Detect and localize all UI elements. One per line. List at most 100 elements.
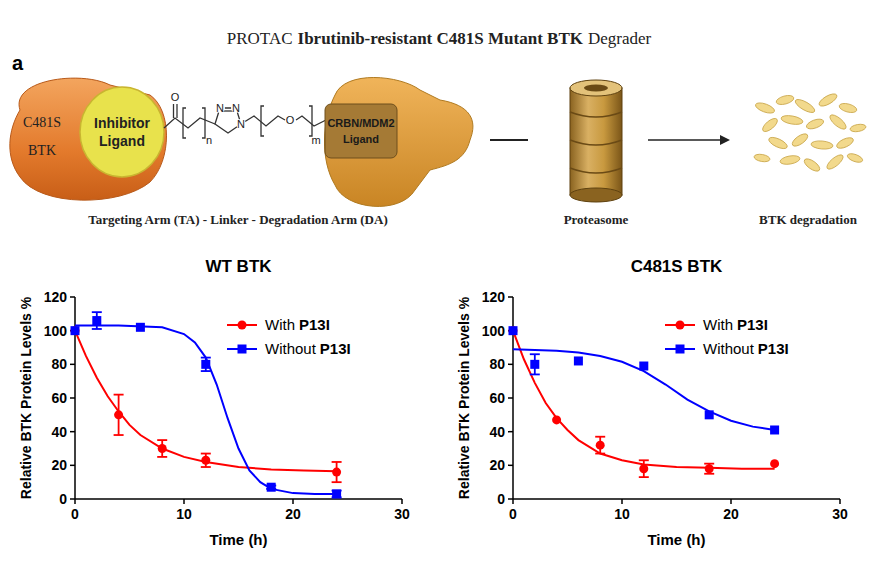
error-cap (201, 466, 211, 468)
error-cap (114, 434, 124, 436)
peptide-fragment (790, 132, 809, 149)
y-tick (70, 296, 75, 298)
e3-ligand-label: Ligand (343, 133, 379, 145)
x-tick-label: 20 (285, 506, 301, 522)
chart-title: WT BTK (205, 257, 272, 276)
data-point (639, 362, 648, 371)
legend-label: WithoutP13I (265, 340, 351, 357)
data-point (158, 444, 167, 453)
error-bar (639, 460, 649, 477)
plot-area (71, 312, 342, 498)
y-axis-title: Relative BTK Protein Levels % (18, 296, 34, 499)
x-tick-label: 10 (614, 506, 630, 522)
data-point (92, 316, 101, 325)
data-point (705, 410, 714, 419)
error-cap (201, 370, 211, 372)
error-bar (201, 454, 211, 467)
figure-title-part: Degrader (588, 29, 652, 48)
linker-bond (164, 118, 215, 128)
fit-curve (75, 326, 337, 494)
proteasome-band (570, 140, 622, 145)
error-cap (114, 394, 124, 396)
x-axis-title: Time (h) (647, 531, 705, 548)
peptide-fragment (817, 92, 838, 109)
data-point (705, 464, 714, 473)
y-tick-label: 40 (51, 424, 67, 440)
atom-label: O (171, 91, 180, 103)
data-point (596, 441, 605, 450)
proteasome-top (570, 80, 622, 96)
y-tick-label: 0 (59, 491, 67, 507)
y-tick-label: 100 (44, 323, 68, 339)
error-cap (530, 353, 540, 355)
peptide-fragment (838, 102, 857, 114)
error-bar (530, 354, 540, 374)
carbonyl-bond (173, 104, 174, 118)
e3-ligand-label: CRBN/MDM2 (327, 117, 394, 129)
error-bar (92, 312, 102, 329)
peptide-fragment (835, 136, 855, 151)
peptide-fragment (793, 97, 816, 115)
y-tick-label: 20 (489, 457, 505, 473)
error-cap (92, 311, 102, 313)
error-cap (595, 436, 605, 438)
atom-label: O (286, 114, 295, 126)
connector (490, 139, 528, 141)
error-bar (332, 462, 342, 482)
peptide-fragment (754, 101, 776, 115)
legend-label-part: With (703, 316, 733, 333)
carbonyl-bond (176, 104, 177, 118)
atom-background (215, 103, 225, 113)
data-point (509, 326, 518, 335)
legend-label: WithP13I (265, 316, 330, 333)
x-tick (730, 499, 732, 504)
proteasome-pore (584, 85, 608, 92)
peptide-fragment (828, 113, 848, 132)
figure-title-part: Ibrutinib-resistant C481S Mutant BTK (298, 29, 584, 48)
x-tick-label: 30 (394, 506, 410, 522)
legend-label-part: Without (265, 340, 317, 357)
x-axis (513, 498, 840, 500)
error-cap (201, 357, 211, 359)
diagram-caption: Targeting Arm (TA) - Linker - Degradatio… (88, 212, 387, 227)
data-point (332, 468, 341, 477)
proteasome-body (570, 88, 622, 195)
error-cap (639, 476, 649, 478)
arrow (648, 139, 722, 141)
chart-panel: WT BTK0102030020406080100120Time (h)Rela… (18, 257, 410, 548)
legend-label-part: P13I (299, 316, 330, 333)
peptide-fragment (846, 152, 863, 164)
legend: WithP13IWithoutP13I (227, 316, 351, 357)
error-cap (157, 456, 167, 458)
atom-label: N (237, 118, 245, 130)
data-point (71, 326, 80, 335)
legend-marker (238, 321, 247, 330)
x-tick (621, 499, 623, 504)
arrow-head (720, 135, 730, 145)
peptide-fragment (775, 94, 794, 106)
peptide-fragment (767, 135, 789, 151)
x-tick-label: 20 (723, 506, 739, 522)
peptide-fragment (780, 114, 803, 126)
btk-label: C481S (23, 115, 61, 130)
inhibitor-label: Inhibitor (94, 115, 151, 131)
y-tick-label: 40 (489, 424, 505, 440)
y-tick-label: 0 (497, 491, 505, 507)
y-tick-label: 20 (51, 457, 67, 473)
error-bar (201, 358, 211, 371)
peptide-fragment (761, 116, 780, 134)
y-tick-label: 120 (482, 289, 506, 305)
error-cap (332, 481, 342, 483)
fit-curve (513, 349, 775, 430)
btk-protein-shape (10, 78, 167, 200)
y-tick (70, 364, 75, 366)
data-point (530, 360, 539, 369)
x-tick (839, 499, 841, 504)
x-tick (183, 499, 185, 504)
y-tick-label: 60 (489, 390, 505, 406)
legend-label-part: Without (703, 340, 755, 357)
y-tick (508, 498, 513, 500)
data-point (201, 456, 210, 465)
x-axis (75, 498, 402, 500)
x-tick-label: 10 (176, 506, 192, 522)
